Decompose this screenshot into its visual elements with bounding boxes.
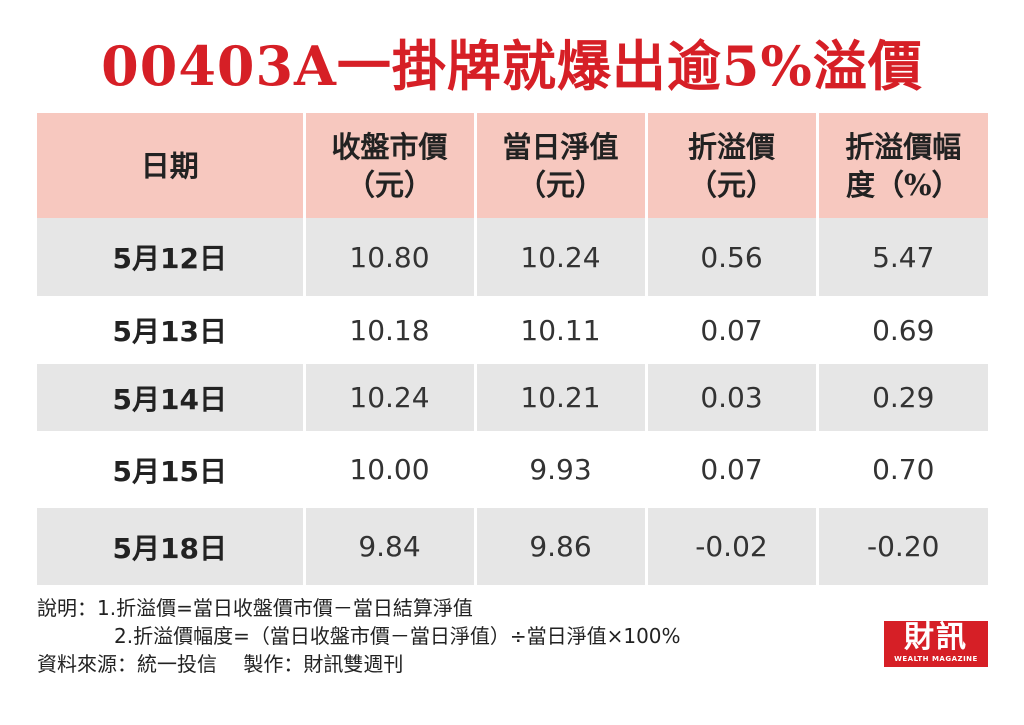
header-line: 度（%）	[845, 167, 961, 202]
header-line: （元）	[345, 167, 433, 202]
close-price-cell: 10.80	[302, 218, 475, 296]
close-price-cell: 9.84	[302, 508, 475, 585]
table-row: 5月13日 10.18 10.11 0.07 0.69	[37, 296, 988, 364]
premium-pct-cell: 5.47	[815, 218, 988, 296]
date-cell: 5月13日	[37, 296, 304, 364]
date-cell: 5月18日	[37, 508, 304, 585]
date-cell: 5月12日	[37, 218, 304, 296]
header-line: 折溢價幅	[845, 129, 962, 164]
note-definition-2: 2.折溢價幅度=（當日收盤市價－當日淨值）÷當日淨值×100%	[114, 624, 681, 648]
close-price-cell: 10.00	[302, 431, 475, 508]
nav-cell: 9.86	[473, 508, 646, 585]
premium-pct-cell: 0.69	[815, 296, 988, 364]
premium-cell: -0.02	[644, 508, 817, 585]
nav-cell: 10.21	[473, 364, 646, 431]
table-row: 5月12日 10.80 10.24 0.56 5.47	[37, 218, 988, 296]
premium-cell: 0.07	[644, 431, 817, 508]
footnotes: 說明：1.折溢價=當日收盤價市價－當日結算淨值 2.折溢價幅度=（當日收盤市價－…	[37, 594, 681, 678]
premium-cell: 0.07	[644, 296, 817, 364]
note-definition-1: 說明：1.折溢價=當日收盤價市價－當日結算淨值	[37, 596, 473, 620]
column-header-close-price: 收盤市價 （元）	[302, 113, 475, 218]
header-line: （元）	[687, 167, 775, 202]
column-header-premium-pct: 折溢價幅 度（%）	[815, 113, 988, 218]
header-line: 日期	[140, 148, 199, 183]
column-header-nav: 當日淨值 （元）	[473, 113, 646, 218]
table-header-row: 日期 收盤市價 （元） 當日淨值 （元） 折溢價 （元） 折溢價幅 度（%）	[37, 113, 988, 218]
logo-text: 財訊	[904, 620, 968, 655]
header-line: 折溢價	[687, 129, 775, 164]
header-line: 當日淨值	[502, 129, 619, 164]
nav-cell: 9.93	[473, 431, 646, 508]
date-cell: 5月15日	[37, 431, 304, 508]
table-row: 5月18日 9.84 9.86 -0.02 -0.20	[37, 508, 988, 585]
header-line: 收盤市價	[331, 129, 448, 164]
source-credit: 資料來源：統一投信 製作：財訊雙週刊	[37, 652, 404, 676]
logo-subtext: WEALTH MAGAZINE	[894, 655, 978, 663]
premium-cell: 0.03	[644, 364, 817, 431]
column-header-date: 日期	[37, 113, 304, 218]
premium-cell: 0.56	[644, 218, 817, 296]
nav-cell: 10.11	[473, 296, 646, 364]
table-row: 5月15日 10.00 9.93 0.07 0.70	[37, 431, 988, 508]
date-cell: 5月14日	[37, 364, 304, 431]
table-row: 5月14日 10.24 10.21 0.03 0.29	[37, 364, 988, 431]
premium-pct-cell: -0.20	[815, 508, 988, 585]
premium-pct-cell: 0.29	[815, 364, 988, 431]
close-price-cell: 10.18	[302, 296, 475, 364]
page-title: 00403A一掛牌就爆出逾5%溢價	[101, 34, 923, 98]
nav-cell: 10.24	[473, 218, 646, 296]
close-price-cell: 10.24	[302, 364, 475, 431]
data-table: 日期 收盤市價 （元） 當日淨值 （元） 折溢價 （元） 折溢價幅 度（%） 5…	[37, 113, 988, 585]
wealth-magazine-logo: 財訊 WEALTH MAGAZINE	[884, 621, 988, 667]
column-header-premium: 折溢價 （元）	[644, 113, 817, 218]
premium-pct-cell: 0.70	[815, 431, 988, 508]
header-line: （元）	[516, 167, 604, 202]
